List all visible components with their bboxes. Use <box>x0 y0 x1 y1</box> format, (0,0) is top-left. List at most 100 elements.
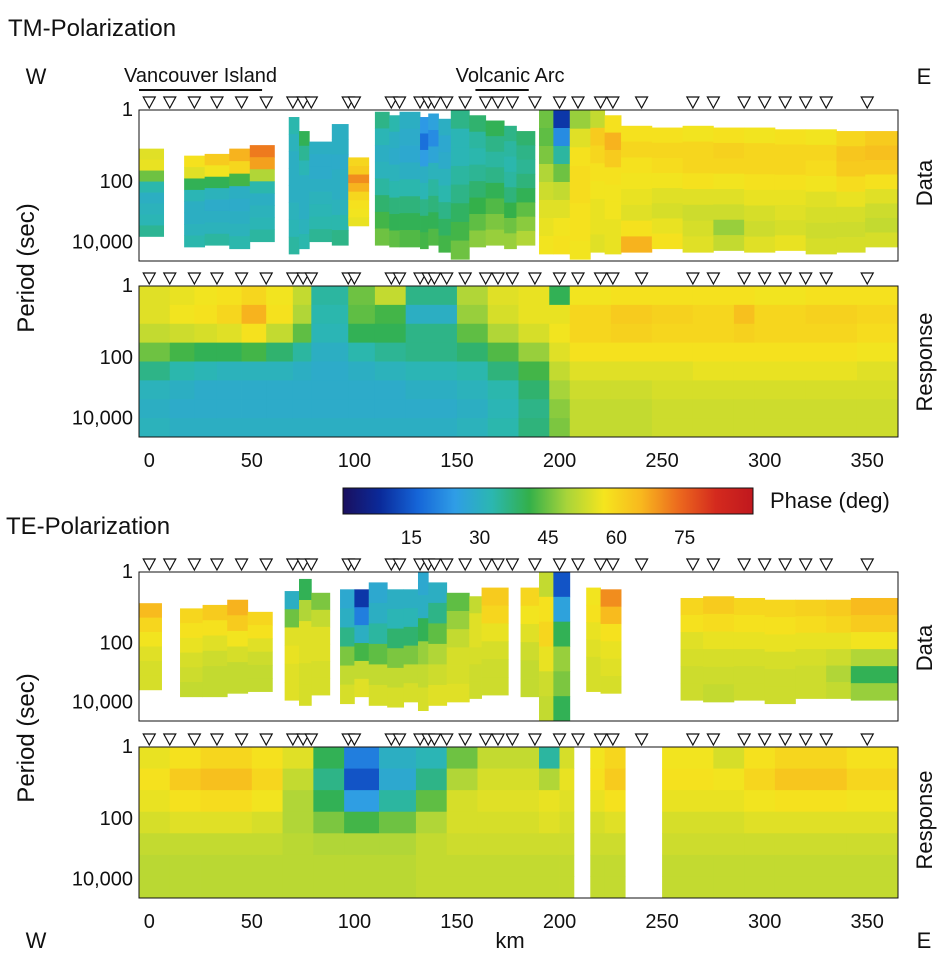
heatmap-cell <box>651 188 684 204</box>
heatmap-cell <box>586 622 601 640</box>
station-marker <box>347 733 362 747</box>
heatmap-cell <box>692 342 735 362</box>
heatmap-cell <box>692 361 735 381</box>
heatmap-cell <box>469 681 482 699</box>
heatmap-cell <box>139 159 165 171</box>
heatmap-cell <box>651 203 684 219</box>
heatmap-cell <box>389 131 400 149</box>
heatmap-cell <box>680 666 704 684</box>
station-marker <box>384 96 399 110</box>
heatmap-cell <box>438 202 452 220</box>
station-marker <box>234 272 249 286</box>
heatmap-cell <box>604 132 622 151</box>
heatmap-cell <box>805 361 858 381</box>
station-marker <box>634 558 649 572</box>
heatmap-cell <box>539 790 560 813</box>
heatmap-cell <box>754 380 807 400</box>
heatmap-cell <box>865 217 899 233</box>
heatmap-cell <box>331 184 349 201</box>
heatmap-cell <box>169 304 195 325</box>
heatmap-cell <box>266 418 294 438</box>
west-label-bottom: W <box>26 928 47 953</box>
heatmap-cell <box>744 854 776 877</box>
heatmap-cell <box>569 361 612 381</box>
heatmap-cell <box>744 876 776 899</box>
y-tick-label: 1 <box>122 275 133 297</box>
colorbar-tick-label: 75 <box>674 528 695 549</box>
station-marker <box>439 272 454 286</box>
heatmap-cell <box>405 380 458 400</box>
east-label-top: E <box>917 64 932 89</box>
panel-frame <box>138 746 899 899</box>
heatmap-cell <box>520 605 540 625</box>
heatmap-cell <box>539 127 554 147</box>
heatmap-cell <box>469 647 482 665</box>
station-marker <box>384 558 399 572</box>
heatmap-cell <box>227 630 249 647</box>
heatmap-cell <box>399 111 421 130</box>
heatmap-cell <box>865 131 899 146</box>
heatmap-cell <box>169 747 201 769</box>
heatmap-cell <box>846 768 899 791</box>
heatmap-cell <box>539 217 554 237</box>
x-tick-label: 250 <box>645 911 678 933</box>
heatmap-cell <box>139 380 171 400</box>
heatmap-cell <box>539 621 554 647</box>
heatmap-cell <box>249 157 275 170</box>
heatmap-cell <box>553 572 571 598</box>
heatmap-cell <box>374 161 390 179</box>
heatmap-cell <box>309 229 333 243</box>
heatmap-cell <box>194 361 218 381</box>
heatmap-cell <box>569 399 612 419</box>
heatmap-cell <box>417 572 429 596</box>
heatmap-cell <box>368 602 388 624</box>
heatmap-cell <box>590 216 606 235</box>
heatmap-cell <box>610 286 653 306</box>
heatmap-cell <box>774 876 848 899</box>
station-marker <box>798 558 813 572</box>
heatmap-cell <box>184 201 206 214</box>
heatmap-cell <box>428 179 439 197</box>
heatmap-cell <box>754 342 807 362</box>
heatmap-cell <box>415 833 448 856</box>
heatmap-cell <box>559 811 575 834</box>
heatmap-cell <box>713 235 745 251</box>
station-marker <box>285 272 300 286</box>
heatmap-cell <box>405 361 458 381</box>
heatmap-cell <box>504 171 517 188</box>
heatmap-cell <box>744 833 776 856</box>
heatmap-cell <box>389 214 400 231</box>
station-marker <box>860 558 875 572</box>
heatmap-cell <box>590 811 606 834</box>
x-tick-label: 150 <box>440 450 473 472</box>
heatmap-cell <box>374 111 390 129</box>
heatmap-cell <box>805 380 858 400</box>
heatmap-cell <box>621 173 653 190</box>
heatmap-cell <box>202 604 228 621</box>
heatmap-cell <box>139 632 162 647</box>
heatmap-cell <box>590 876 606 899</box>
west-label-top: W <box>26 64 47 89</box>
heatmap-cell <box>651 286 694 306</box>
heatmap-cell <box>299 145 310 161</box>
heatmap-cell <box>428 113 439 131</box>
heatmap-cell <box>553 163 571 183</box>
heatmap-cell <box>481 605 509 624</box>
heatmap-cell <box>417 618 429 642</box>
heatmap-cell <box>331 214 349 231</box>
colorbar-ticks: 15 30 45 60 75 <box>401 528 695 549</box>
heatmap-cell <box>481 623 509 642</box>
heatmap-cell <box>450 165 470 186</box>
heatmap-cell <box>292 286 312 306</box>
heatmap-cell <box>428 684 448 706</box>
heatmap-cell <box>680 649 704 667</box>
heatmap-cell <box>569 323 612 344</box>
heatmap-cell <box>368 623 388 645</box>
heatmap-cell <box>539 596 554 623</box>
heatmap-cell <box>284 627 300 647</box>
heatmap-cell <box>374 211 390 229</box>
heatmap-cell <box>713 811 745 834</box>
heatmap-cell <box>856 286 899 306</box>
heatmap-cell <box>428 195 439 213</box>
heatmap-cell <box>610 342 653 362</box>
